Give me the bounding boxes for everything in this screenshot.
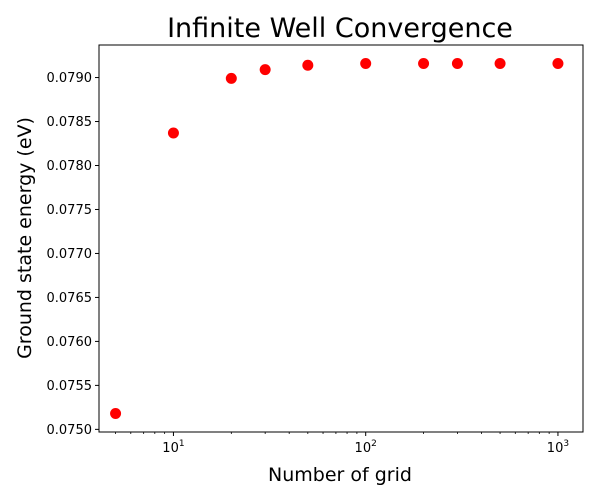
axes <box>98 44 584 433</box>
data-point <box>494 57 506 69</box>
data-point <box>302 59 314 71</box>
data-point <box>451 57 463 69</box>
data-point <box>418 57 430 69</box>
chart-title: Infinite Well Convergence <box>167 13 513 44</box>
y-tick-label: 0.0765 <box>47 291 93 306</box>
data-point <box>552 57 564 69</box>
x-tick-label: 102 <box>355 439 377 456</box>
y-tick-label: 0.0750 <box>47 423 93 438</box>
y-tick-label: 0.0775 <box>47 203 93 218</box>
data-point <box>360 57 372 69</box>
y-tick-label: 0.0785 <box>47 115 93 130</box>
y-tick-label: 0.0770 <box>47 247 93 262</box>
y-axis-label: Ground state energy (eV) <box>14 117 36 359</box>
y-tick-label: 0.0790 <box>47 71 93 86</box>
data-point <box>110 408 122 420</box>
y-tick-label: 0.0760 <box>47 335 93 350</box>
data-point <box>259 64 271 76</box>
x-axis-label: Number of grid <box>268 464 412 486</box>
data-points <box>110 57 564 420</box>
plot-frame <box>98 44 584 433</box>
ticks: 0.0750 0.0755 0.0760 0.0765 0.0770 0.0775 0.07… <box>47 71 570 456</box>
data-point <box>167 127 179 139</box>
y-tick-label: 0.0755 <box>47 379 93 394</box>
x-tick-label: 101 <box>162 439 184 456</box>
x-tick-label: 103 <box>547 439 569 456</box>
y-tick-label: 0.0780 <box>47 159 93 174</box>
data-point <box>225 72 237 84</box>
